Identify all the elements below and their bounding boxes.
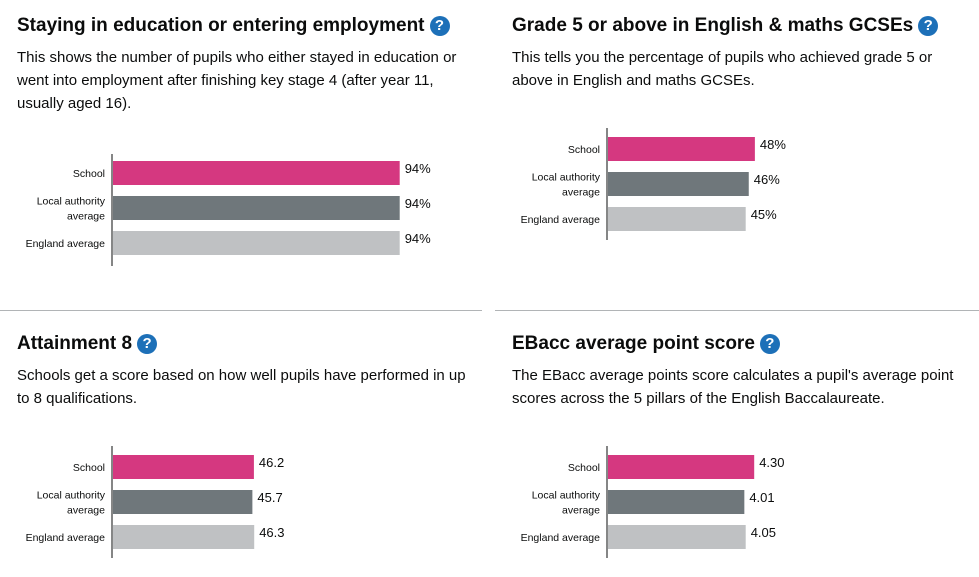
local-authority-bar [608, 490, 745, 514]
category-label: England average [26, 238, 106, 250]
value-label: 4.01 [749, 490, 774, 505]
category-label: England average [26, 532, 106, 544]
panel-title: Grade 5 or above in English & maths GCSE… [512, 14, 939, 38]
panel-title: EBacc average point score? [512, 332, 780, 356]
england-bar [113, 231, 400, 255]
category-label: Local authority average [37, 490, 106, 517]
attainment-8-panel: Attainment 8? Schools get a score based … [0, 318, 483, 577]
panel-title: Attainment 8? [17, 332, 158, 356]
category-label: School [568, 144, 600, 156]
value-label: 46.2 [259, 455, 284, 470]
question-mark-icon[interactable]: ? [759, 334, 780, 354]
value-label: 4.30 [759, 455, 784, 470]
ebacc-average-point-score-panel: EBacc average point score? The EBacc ave… [495, 318, 979, 577]
staying-in-education-panel: Staying in education or entering employm… [0, 0, 483, 310]
question-mark-icon[interactable]: ? [137, 334, 158, 354]
category-label: School [568, 462, 600, 474]
question-mark-icon[interactable]: ? [429, 16, 450, 36]
value-label: 48% [760, 137, 786, 152]
category-label: School [73, 168, 105, 180]
category-label: Local authority average [532, 490, 601, 517]
value-label: 94% [405, 161, 431, 176]
category-label: Local authority average [37, 196, 106, 223]
divider [0, 310, 482, 311]
category-label: School [73, 462, 105, 474]
value-label: 4.05 [751, 525, 776, 540]
local-authority-bar [113, 490, 253, 514]
school-bar [608, 455, 755, 479]
grade-5-english-maths-panel: Grade 5 or above in English & maths GCSE… [495, 0, 979, 310]
bar-chart: 46.2 School 45.7 Local authority average 46.3… [26, 446, 285, 558]
local-authority-bar [113, 196, 400, 220]
value-label: 45% [751, 207, 777, 222]
value-label: 94% [405, 231, 431, 246]
panel-title: Staying in education or entering employm… [17, 14, 450, 38]
category-label: Local authority average [532, 172, 601, 199]
value-label: 45.7 [257, 490, 282, 505]
panel-description: This shows the number of pupils who eith… [17, 49, 457, 112]
school-bar [113, 161, 400, 185]
local-authority-bar [608, 172, 749, 196]
england-bar [113, 525, 255, 549]
panel-description: This tells you the percentage of pupils … [512, 49, 933, 89]
bar-chart: 4.30 School 4.01 Local authority average 4.05… [521, 446, 785, 558]
value-label: 46.3 [259, 525, 284, 540]
england-bar [608, 207, 746, 231]
value-label: 94% [405, 196, 431, 211]
england-bar [608, 525, 746, 549]
school-bar [608, 137, 755, 161]
panel-description: Schools get a score based on how well pu… [17, 367, 466, 407]
value-label: 46% [754, 172, 780, 187]
divider [495, 310, 979, 311]
category-label: England average [521, 214, 601, 226]
question-mark-icon[interactable]: ? [918, 16, 939, 36]
school-bar [113, 455, 254, 479]
bar-chart: 48% School 46% Local authority average 45% Eng… [521, 128, 786, 240]
category-label: England average [521, 532, 601, 544]
bar-chart: 94% School 94% Local authority average 94% Eng… [26, 154, 431, 266]
panel-description: The EBacc average points score calculate… [512, 367, 954, 407]
